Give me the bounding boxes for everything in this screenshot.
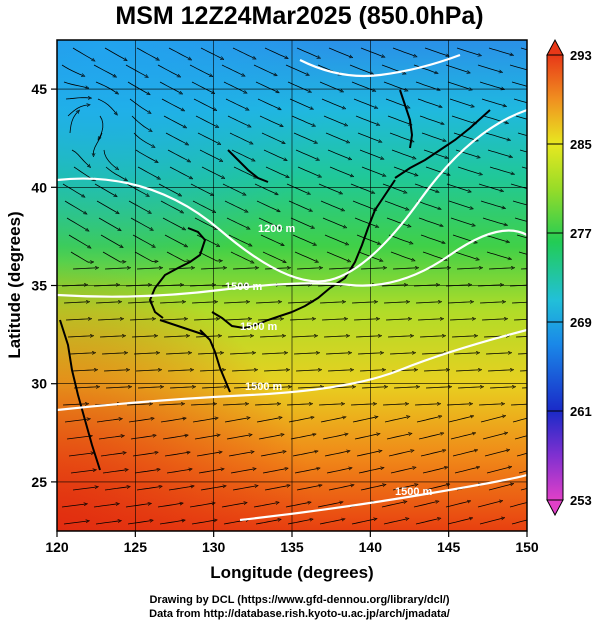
height-contours: [57, 53, 527, 522]
x-axis-label: Longitude (degrees): [210, 563, 373, 582]
x-tick-label: 135: [280, 539, 304, 555]
y-tick-label: 30: [31, 376, 47, 392]
wind-streamlines: [61, 47, 527, 525]
contour-label: 1500 m: [225, 281, 263, 293]
contour-labels: 1200 m 1500 m 1500 m 1500 m 1500 m: [225, 223, 433, 498]
x-tick-label: 125: [124, 539, 148, 555]
x-tick-label: 140: [359, 539, 383, 555]
colorbar: 253 261 269 277 285 293: [546, 38, 592, 517]
y-tick-label: 25: [31, 474, 47, 490]
x-tick-label: 150: [515, 539, 539, 555]
colorbar-tick-label: 293: [570, 48, 592, 63]
colorbar-tick-label: 269: [570, 315, 592, 330]
colorbar-min-arrow: [546, 499, 564, 517]
colorbar-tick-label: 261: [570, 404, 592, 419]
y-axis-ticks: 25 30 35 40 45: [31, 81, 57, 490]
y-tick-label: 35: [31, 278, 47, 294]
contour-label: 1500 m: [245, 381, 283, 393]
colorbar-max-arrow: [546, 38, 564, 56]
colorbar-tick-label: 277: [570, 226, 592, 241]
x-tick-label: 120: [45, 539, 69, 555]
y-axis-label: Latitude (degrees): [5, 211, 24, 358]
y-tick-label: 45: [31, 81, 47, 97]
contour-label: 1200 m: [258, 223, 296, 235]
x-axis-ticks: 120 125 130 135 140 145 150: [45, 531, 539, 555]
colorbar-tick-label: 285: [570, 137, 592, 152]
credit-line-2: Data from http://database.rish.kyoto-u.a…: [149, 608, 450, 620]
y-tick-label: 40: [31, 179, 47, 195]
contour-label: 1500 m: [395, 486, 433, 498]
x-tick-label: 145: [437, 539, 461, 555]
map-title: MSM 12Z24Mar2025 (850.0hPa): [115, 2, 484, 30]
x-tick-label: 130: [202, 539, 226, 555]
coastline: [59, 89, 491, 471]
colorbar-tick-label: 253: [570, 493, 592, 508]
contour-label: 1500 m: [240, 321, 278, 333]
credit-line-1: Drawing by DCL (https://www.gfd-dennou.o…: [149, 594, 450, 606]
